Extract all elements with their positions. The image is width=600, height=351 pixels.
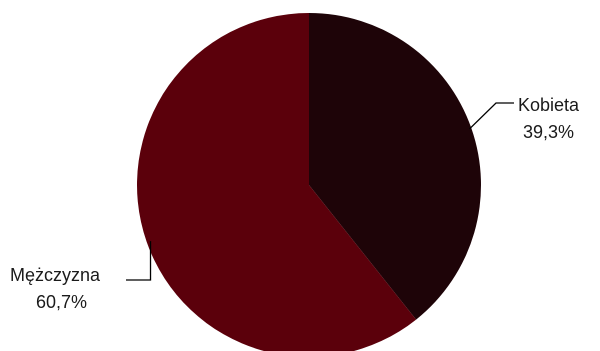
slice-value-mezczyzna: 60,7%	[36, 292, 87, 312]
slice-label-mezczyzna: Mężczyzna	[10, 265, 101, 285]
leader-line-kobieta	[469, 102, 514, 130]
leader-line-m-czyzna	[126, 241, 152, 281]
pie-slice-kobieta	[309, 13, 482, 320]
leader-lines	[126, 102, 514, 281]
pie-slices	[137, 13, 482, 351]
slice-value-kobieta: 39,3%	[523, 122, 574, 142]
slice-label-kobieta: Kobieta	[518, 95, 580, 115]
pie-slice-m-czyzna	[137, 13, 417, 351]
